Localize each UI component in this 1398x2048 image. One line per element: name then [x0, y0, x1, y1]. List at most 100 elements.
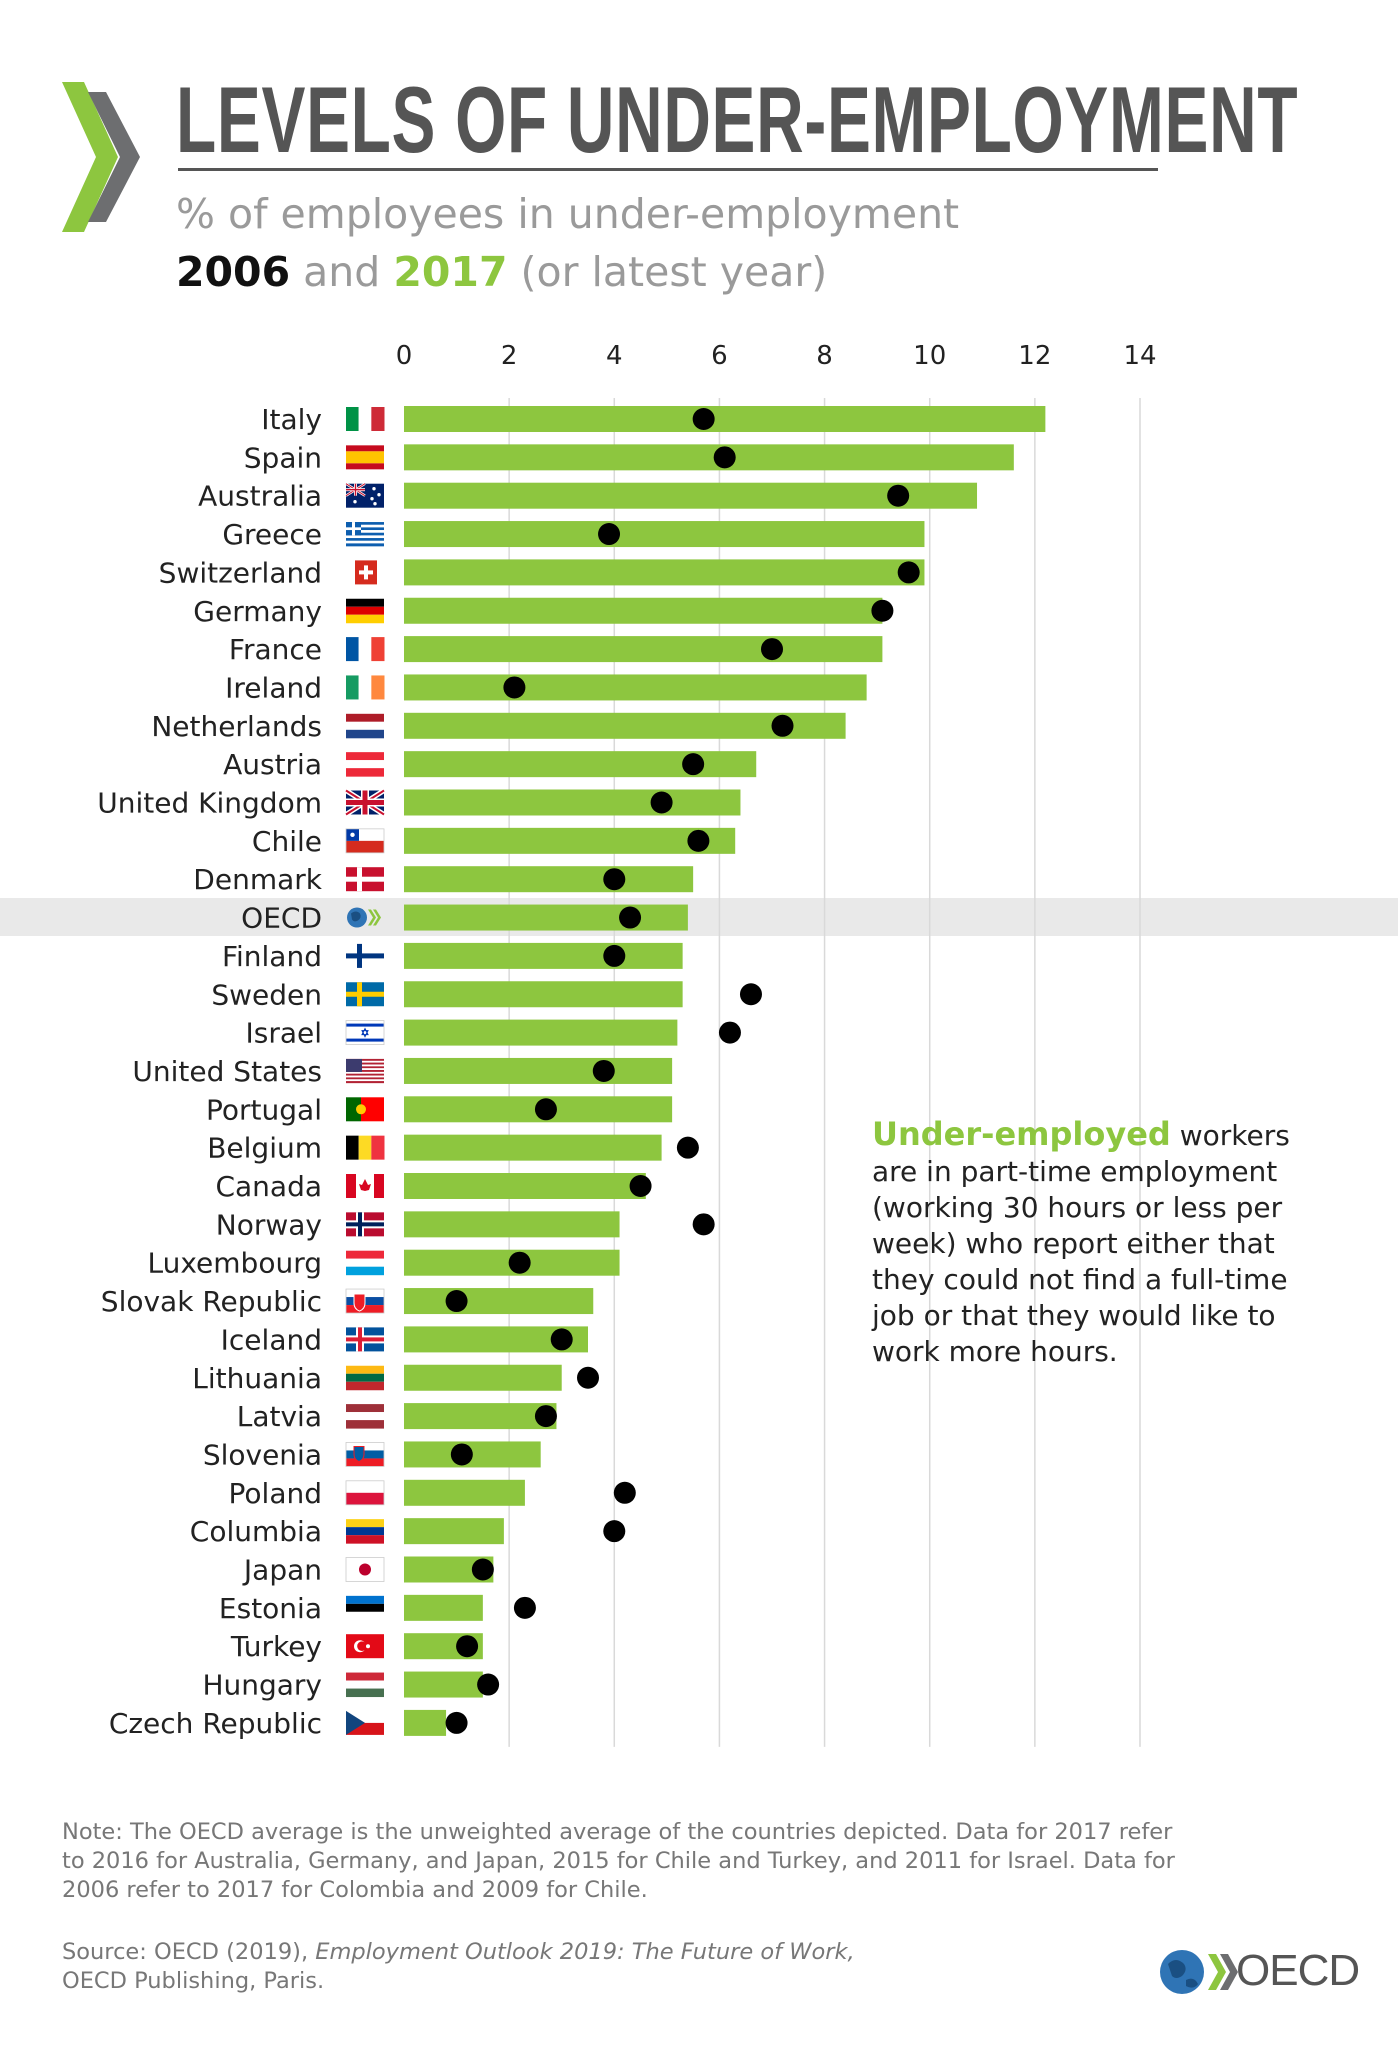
country-row: Finland [222, 940, 683, 973]
dot-2006 [619, 906, 642, 929]
flag-icon [346, 1595, 384, 1621]
x-tick-label: 6 [711, 341, 728, 371]
country-label: Chile [252, 825, 322, 858]
oecd-chevrons-icon [62, 82, 140, 232]
dot-2006 [650, 791, 673, 814]
country-label: Latvia [237, 1400, 322, 1433]
country-row: Estonia [219, 1592, 536, 1625]
dot-2006 [445, 1711, 468, 1734]
flag-icon [346, 713, 384, 739]
source-title: Employment Outlook 2019: The Future of W… [315, 1939, 855, 1965]
flag-icon [346, 1710, 384, 1735]
flag-part [374, 1174, 384, 1198]
flag-part [353, 1445, 365, 1462]
bar-2017 [404, 981, 683, 1008]
country-label: Estonia [219, 1592, 322, 1625]
flag-part [346, 1381, 384, 1391]
flag-star [372, 487, 376, 491]
flag-icon [346, 1365, 384, 1391]
bar-2017 [404, 1211, 620, 1238]
bar-2017 [404, 1173, 646, 1199]
flag-part [359, 1179, 371, 1191]
source: Source: OECD (2019), Employment Outlook … [62, 1938, 962, 1996]
dot-2006 [603, 1520, 626, 1543]
flag-part [346, 1480, 384, 1493]
country-label: Israel [245, 1017, 322, 1050]
flag-icon [355, 560, 377, 585]
flag-part [346, 522, 384, 526]
country-row: Columbia [190, 1515, 626, 1548]
flag-icon [346, 982, 384, 1007]
country-row: Iceland [221, 1323, 588, 1356]
flag-icon [346, 637, 385, 662]
page-title: LEVELS OF UNDER-EMPLOYMENT [176, 67, 1299, 172]
flag-part [346, 489, 365, 491]
year-legend: 2006 and 2017 (or latest year) [176, 248, 827, 296]
flag-part [346, 543, 384, 547]
flag-part [346, 1535, 384, 1544]
flag-part [371, 637, 385, 662]
dot-2006 [577, 1366, 599, 1389]
flag-icon [346, 1327, 384, 1352]
bar-2017 [404, 1134, 662, 1161]
flag-part [346, 721, 384, 730]
bar-2017 [404, 789, 741, 816]
definition-text: workers are in part-time employment (wor… [872, 1119, 1290, 1368]
flag-icon [345, 1480, 385, 1506]
flag-part [346, 1258, 384, 1267]
subtitle: % of employees in under-employment [176, 190, 960, 238]
flag-part [346, 1458, 384, 1467]
bar-2017 [404, 597, 883, 624]
flag-part [361, 1097, 384, 1122]
oecd-logo-text: OECD [1236, 1946, 1360, 1995]
flag-icon [345, 1288, 385, 1314]
flag-part [346, 1365, 384, 1374]
bar-2017 [404, 559, 925, 586]
flag-part [346, 451, 384, 464]
flag-part [346, 1672, 384, 1681]
country-row: Spain [244, 441, 1014, 474]
flag-part [346, 1097, 361, 1122]
dot-2006 [603, 868, 626, 891]
country-label: Portugal [206, 1093, 322, 1126]
flag-part [371, 407, 385, 431]
flag-icon [346, 1250, 384, 1276]
flag-part [361, 1030, 369, 1038]
country-label: Slovenia [203, 1438, 322, 1471]
flag-part [346, 463, 384, 470]
flag-part [346, 614, 384, 624]
bar-2017 [404, 636, 883, 663]
flag-part [346, 1305, 384, 1314]
bar-2017 [404, 942, 683, 969]
country-label: Switzerland [159, 556, 322, 589]
flag-part [346, 1266, 384, 1276]
country-label: Greece [222, 518, 322, 551]
dot-2006 [613, 1481, 636, 1504]
flag-star [353, 500, 357, 504]
flag-part [356, 1104, 366, 1115]
year-2017-label: 2017 [393, 248, 508, 296]
flag-icon [346, 1404, 384, 1429]
country-label: Poland [229, 1477, 322, 1510]
country-label: Norway [216, 1208, 322, 1241]
definition-note: Under-employed workers are in part-time … [872, 1116, 1332, 1370]
dot-2006 [692, 1213, 715, 1236]
country-row: Slovenia [203, 1438, 541, 1471]
flag-icon [346, 445, 384, 470]
x-tick-label: 10 [913, 341, 946, 371]
country-row: OECD [241, 902, 688, 935]
country-row: Austria [223, 748, 757, 781]
flag-part [346, 407, 359, 431]
country-row: United States [132, 1055, 673, 1088]
flag-part [359, 570, 373, 575]
flag-icon [346, 407, 385, 431]
country-row: Greece [222, 518, 925, 551]
flag-part [346, 530, 384, 534]
and-label: and [303, 248, 381, 296]
country-label: Lithuania [192, 1362, 322, 1395]
flag-part [346, 524, 384, 528]
flag-part [346, 527, 361, 531]
country-row: Slovak Republic [101, 1285, 594, 1318]
country-row: Switzerland [159, 556, 925, 589]
x-tick-label: 14 [1123, 341, 1156, 371]
